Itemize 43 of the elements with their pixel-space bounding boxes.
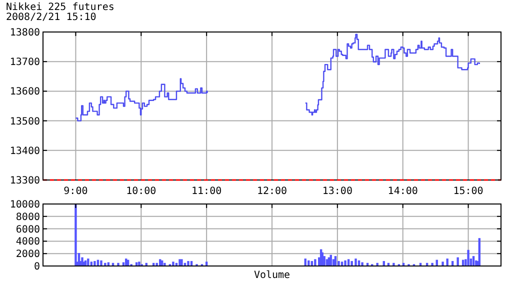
y-tick-label: 13700 (10, 57, 40, 68)
y-tick-label: 13500 (10, 116, 40, 128)
y-tick-label: 4000 (16, 236, 40, 248)
x-tick-label: 15:00 (453, 186, 484, 197)
bar (117, 262, 120, 266)
y-tick-label: 6000 (16, 224, 40, 236)
x-tick-label: 10:00 (126, 186, 156, 197)
y-tick-label: 0 (34, 262, 40, 272)
y-tick-label: 2000 (16, 249, 40, 260)
bar (456, 257, 459, 266)
bar (172, 262, 174, 266)
bar (446, 258, 448, 266)
bar (164, 262, 166, 266)
y-tick-label: 10000 (10, 200, 40, 210)
bar (314, 259, 316, 266)
chart-title: Nikkei 225 futures (6, 2, 114, 13)
y-tick-label: 8000 (16, 212, 40, 223)
bar (431, 262, 434, 266)
bar (344, 260, 346, 266)
x-tick-label: 12:00 (256, 186, 288, 197)
y-tick-label: 13600 (10, 86, 40, 98)
bar (354, 258, 357, 266)
chart-subtitle: 2008/2/21 15:10 (6, 12, 96, 23)
bar (100, 260, 102, 266)
bar (104, 262, 106, 266)
x-tick-label: 14:00 (388, 186, 418, 197)
y-tick-label: 13800 (10, 28, 40, 38)
bar (376, 262, 378, 266)
x-axis-title: Volume (254, 270, 290, 281)
x-tick-label: 9:00 (64, 186, 88, 197)
bar (442, 262, 444, 266)
bar (156, 262, 158, 266)
bar (361, 262, 364, 266)
y-tick-label: 13300 (10, 176, 40, 186)
bar (187, 261, 190, 266)
y-tick-label: 13400 (10, 146, 40, 157)
bar (467, 250, 470, 266)
x-tick-label: 13:00 (322, 186, 352, 197)
bar (138, 262, 140, 266)
bar (392, 262, 395, 266)
x-tick-label: 11:00 (192, 186, 222, 197)
bar (94, 261, 96, 266)
bar (350, 261, 353, 266)
